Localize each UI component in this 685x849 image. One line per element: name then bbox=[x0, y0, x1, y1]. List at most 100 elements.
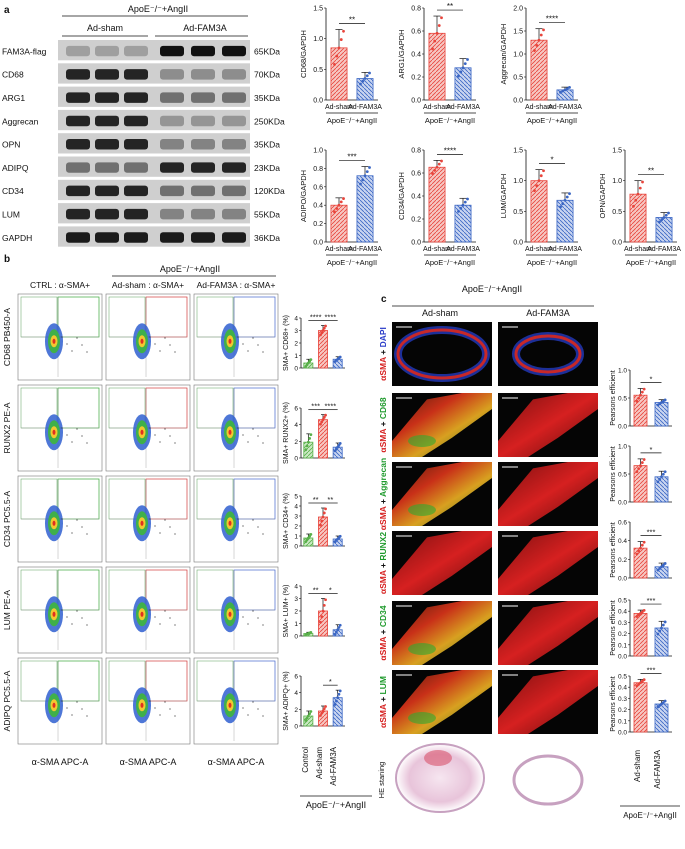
blot-band bbox=[160, 162, 184, 173]
y-tick-label: 0.0 bbox=[612, 240, 622, 247]
if-row-label-red: αSMA bbox=[378, 637, 388, 661]
data-point bbox=[639, 546, 642, 550]
flow-event bbox=[154, 434, 156, 436]
bar bbox=[633, 547, 648, 579]
y-tick-label: 4 bbox=[294, 422, 298, 429]
y-tick-label: 0.4 bbox=[618, 609, 627, 616]
flow-event bbox=[247, 714, 249, 716]
flow-event bbox=[262, 715, 264, 717]
data-point bbox=[338, 689, 342, 693]
x-category-label: Ad-sham bbox=[525, 104, 553, 111]
data-point bbox=[440, 16, 443, 20]
x-category-label: Ad-FAM3A bbox=[548, 104, 582, 111]
data-point bbox=[636, 192, 640, 196]
blot-band bbox=[124, 162, 148, 173]
data-point bbox=[634, 198, 638, 202]
data-point bbox=[639, 464, 642, 467]
sig-label: ** bbox=[313, 495, 319, 504]
x-group-label: ApoE⁻/⁻+AngII bbox=[327, 258, 377, 267]
bar-chart: 0.0 0.5 1.0 1.5 2.0 **** Aggrecan/GAPDH Ad-sham… bbox=[499, 6, 582, 126]
data-point bbox=[361, 178, 365, 182]
flow-xlabel-2: α-SMA APC-A bbox=[120, 757, 177, 767]
if-row-label-marker: DAPI bbox=[378, 327, 388, 347]
data-point bbox=[363, 174, 367, 178]
data-point bbox=[365, 170, 369, 174]
data-point bbox=[319, 333, 322, 337]
x-category-label: Ad-sham bbox=[423, 104, 451, 111]
blot-band bbox=[191, 162, 215, 173]
y-tick-label: 0.0 bbox=[618, 654, 627, 661]
flow-event bbox=[159, 714, 161, 716]
data-point bbox=[338, 534, 342, 538]
data-point bbox=[433, 39, 437, 43]
blot-band bbox=[66, 69, 90, 80]
flow-event bbox=[174, 715, 176, 717]
data-point bbox=[363, 77, 367, 80]
flow-event bbox=[76, 519, 78, 521]
blot-kda-label: 70KDa bbox=[254, 70, 280, 80]
data-point bbox=[638, 186, 642, 190]
data-point bbox=[656, 568, 660, 572]
flow-event bbox=[247, 623, 249, 625]
bar-chart: 0.00.20.40.60.81.0***ADIPO/GAPDHAd-shamA… bbox=[299, 148, 382, 268]
y-tick-label: 0.2 bbox=[411, 217, 421, 224]
y-tick-label: 0.0 bbox=[411, 98, 421, 105]
if-row-label: αSMA + CD68 bbox=[378, 397, 388, 453]
flow-event bbox=[237, 700, 239, 702]
bar-chart: 0.0 0.2 0.4 0.6 0.8 **** CD34/GAPDH Ad-shamAd-F… bbox=[397, 146, 480, 267]
blot-band bbox=[66, 185, 90, 197]
blot-band bbox=[222, 92, 246, 103]
x-category-label: Ad-FAM3A bbox=[348, 246, 382, 253]
y-tick-label: 2 bbox=[294, 439, 298, 446]
blot-row-label: OPN bbox=[2, 140, 20, 150]
data-point bbox=[640, 461, 644, 464]
data-point bbox=[559, 90, 562, 94]
if-row-label-plus: + bbox=[378, 694, 388, 704]
y-axis-label: SMA+ ADIPQ+ (%) bbox=[283, 671, 290, 731]
data-point bbox=[309, 533, 313, 536]
flow-event bbox=[61, 518, 63, 520]
flow-population-max bbox=[228, 702, 232, 708]
y-tick-label: 0.2 bbox=[411, 75, 421, 82]
y-tick-label: 0.2 bbox=[313, 221, 323, 228]
flow-event bbox=[86, 624, 88, 626]
data-point bbox=[435, 31, 439, 35]
data-point bbox=[333, 63, 336, 66]
blot-band bbox=[191, 232, 215, 243]
flow-event bbox=[71, 441, 73, 443]
if-tissue bbox=[498, 393, 598, 457]
data-point bbox=[304, 448, 308, 452]
data-point bbox=[457, 210, 460, 213]
flow-event bbox=[237, 609, 239, 611]
data-point bbox=[337, 46, 341, 50]
y-tick-label: 0.5 bbox=[313, 67, 323, 74]
if-row-label: αSMA + LUM bbox=[378, 676, 388, 728]
y-tick-label: 0.5 bbox=[618, 674, 627, 681]
bar bbox=[428, 166, 446, 243]
data-point bbox=[437, 24, 441, 27]
data-point bbox=[656, 632, 660, 636]
x-category-label: Ad-FAM3A bbox=[348, 104, 382, 111]
y-tick-label: 1.0 bbox=[313, 36, 323, 43]
blot-kda-label: 120KDa bbox=[254, 186, 285, 196]
blot-band bbox=[191, 45, 215, 57]
data-point bbox=[321, 329, 325, 332]
data-point bbox=[635, 552, 639, 556]
flow-event bbox=[159, 623, 161, 625]
y-tick-label: 3 bbox=[294, 328, 298, 335]
flow-event bbox=[81, 708, 83, 710]
data-point bbox=[342, 197, 345, 200]
flow-row-label: CD68 PB450-A bbox=[2, 308, 12, 366]
data-point bbox=[539, 174, 543, 178]
he-label: HE staning bbox=[377, 762, 386, 799]
data-point bbox=[337, 203, 341, 207]
flow-event bbox=[86, 442, 88, 444]
data-point bbox=[309, 630, 313, 634]
flow-event bbox=[149, 609, 151, 611]
blot-band bbox=[222, 162, 246, 173]
flow-event bbox=[71, 714, 73, 716]
data-point bbox=[336, 696, 340, 700]
flow-event bbox=[252, 519, 254, 521]
